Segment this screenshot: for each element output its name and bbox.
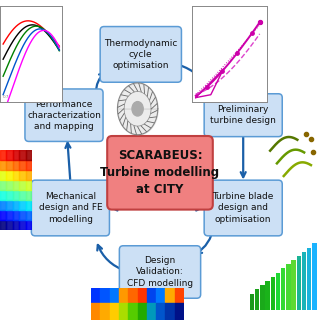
Bar (26, 170, 32, 180)
Bar (19, 180, 26, 190)
Bar (6, 170, 13, 180)
Bar (128, 303, 138, 320)
Bar (13, 190, 19, 200)
Point (257, 20, 262, 25)
Bar (100, 288, 110, 302)
Bar (297, 256, 301, 310)
Bar (292, 260, 296, 310)
Bar (19, 150, 26, 160)
Bar (100, 303, 110, 320)
Bar (110, 303, 119, 320)
Bar (119, 288, 128, 302)
Bar (281, 268, 285, 310)
FancyBboxPatch shape (25, 89, 103, 141)
Bar (312, 243, 317, 310)
Text: Mechanical
design and FE
modelling: Mechanical design and FE modelling (39, 192, 102, 224)
Bar (6, 211, 13, 220)
FancyBboxPatch shape (119, 246, 201, 298)
Bar (19, 170, 26, 180)
Bar (165, 288, 175, 302)
Bar (110, 288, 119, 302)
Bar (19, 220, 26, 230)
Bar (302, 252, 306, 310)
FancyBboxPatch shape (31, 180, 109, 236)
Bar (26, 150, 32, 160)
Bar (6, 190, 13, 200)
Bar (255, 290, 260, 310)
Bar (147, 288, 156, 302)
Bar (26, 160, 32, 170)
Bar (156, 288, 165, 302)
Text: Thermodynamic
cycle
optimisation: Thermodynamic cycle optimisation (104, 39, 178, 70)
Bar (13, 150, 19, 160)
Bar (276, 273, 280, 310)
Bar (13, 220, 19, 230)
Bar (6, 220, 13, 230)
Bar (26, 200, 32, 211)
Bar (6, 200, 13, 211)
Bar (19, 160, 26, 170)
Bar (26, 211, 32, 220)
Bar (260, 285, 265, 310)
Bar (91, 303, 100, 320)
Circle shape (132, 102, 143, 116)
Bar (156, 303, 165, 320)
Bar (19, 190, 26, 200)
Bar (26, 190, 32, 200)
Bar (175, 303, 184, 320)
Bar (13, 170, 19, 180)
Point (250, 30, 255, 36)
Bar (13, 211, 19, 220)
Bar (0, 190, 6, 200)
Bar (0, 170, 6, 180)
Bar (138, 303, 147, 320)
Bar (13, 180, 19, 190)
Point (257, 20, 262, 25)
FancyBboxPatch shape (204, 94, 282, 137)
Bar (13, 160, 19, 170)
Bar (0, 160, 6, 170)
Bar (19, 211, 26, 220)
Bar (119, 303, 128, 320)
Bar (91, 288, 100, 302)
Point (235, 51, 240, 56)
Bar (138, 288, 147, 302)
Bar (13, 200, 19, 211)
Point (220, 69, 225, 74)
FancyBboxPatch shape (204, 180, 282, 236)
Bar (0, 150, 6, 160)
Text: Performance
characterization
and mapping: Performance characterization and mapping (27, 100, 101, 131)
Bar (0, 220, 6, 230)
FancyBboxPatch shape (107, 136, 213, 210)
Bar (19, 200, 26, 211)
Text: Turbine blade
design and
optimisation: Turbine blade design and optimisation (212, 192, 274, 224)
Text: 0.7: 0.7 (3, 95, 10, 99)
Bar (307, 248, 311, 310)
Bar (271, 277, 275, 310)
Bar (6, 180, 13, 190)
Bar (26, 220, 32, 230)
Bar (128, 288, 138, 302)
Bar (6, 160, 13, 170)
Bar (165, 303, 175, 320)
Bar (147, 303, 156, 320)
FancyBboxPatch shape (100, 27, 181, 82)
Bar (265, 281, 270, 310)
Bar (26, 180, 32, 190)
Bar (175, 288, 184, 302)
Text: Design
Validation:
CFD modelling: Design Validation: CFD modelling (127, 256, 193, 288)
Bar (6, 150, 13, 160)
Bar (0, 211, 6, 220)
Bar (250, 294, 254, 310)
Bar (0, 180, 6, 190)
Text: SCARABEUS:
Turbine modelling
at CITY: SCARABEUS: Turbine modelling at CITY (100, 149, 220, 196)
Bar (0, 200, 6, 211)
Point (204, 84, 210, 90)
Text: Preliminary
turbine design: Preliminary turbine design (210, 105, 276, 125)
Bar (286, 264, 291, 310)
